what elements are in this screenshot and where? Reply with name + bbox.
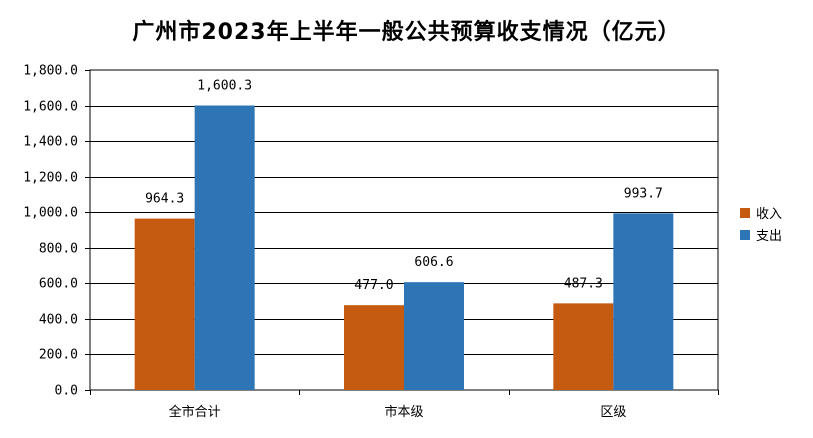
legend-label: 收入	[756, 207, 782, 222]
y-tick-label: 200.0	[39, 348, 78, 363]
legend-swatch	[740, 230, 750, 240]
x-category-label: 区级	[600, 405, 626, 420]
y-tick-label: 1,000.0	[23, 206, 78, 221]
y-tick-label: 1,600.0	[23, 100, 78, 115]
y-tick-label: 1,200.0	[23, 171, 78, 186]
bar-income	[344, 305, 404, 390]
y-tick-label: 600.0	[39, 277, 78, 292]
x-category-label: 市本级	[384, 404, 423, 420]
y-tick-label: 1,400.0	[23, 135, 78, 150]
bar-expense	[404, 282, 464, 390]
bar-expense	[194, 105, 255, 390]
bar-income	[134, 218, 195, 390]
chart-title: 广州市2023年上半年一般公共预算收支情况（亿元）	[132, 20, 681, 45]
bar-income	[553, 303, 614, 390]
data-label: 964.3	[145, 192, 184, 207]
data-label: 606.6	[414, 255, 453, 270]
y-tick-label: 400.0	[39, 313, 78, 328]
legend-swatch	[740, 208, 750, 218]
data-label: 477.0	[354, 278, 393, 293]
bar-expense	[613, 213, 674, 390]
y-tick-label: 1,800.0	[23, 64, 78, 79]
data-label: 1,600.3	[197, 79, 252, 94]
y-tick-label: 800.0	[39, 242, 78, 257]
data-label: 487.3	[564, 276, 603, 291]
x-category-label: 全市合计	[169, 404, 221, 420]
y-tick-label: 0.0	[55, 384, 78, 399]
data-label: 993.7	[624, 186, 663, 201]
legend-label: 支出	[756, 229, 782, 244]
